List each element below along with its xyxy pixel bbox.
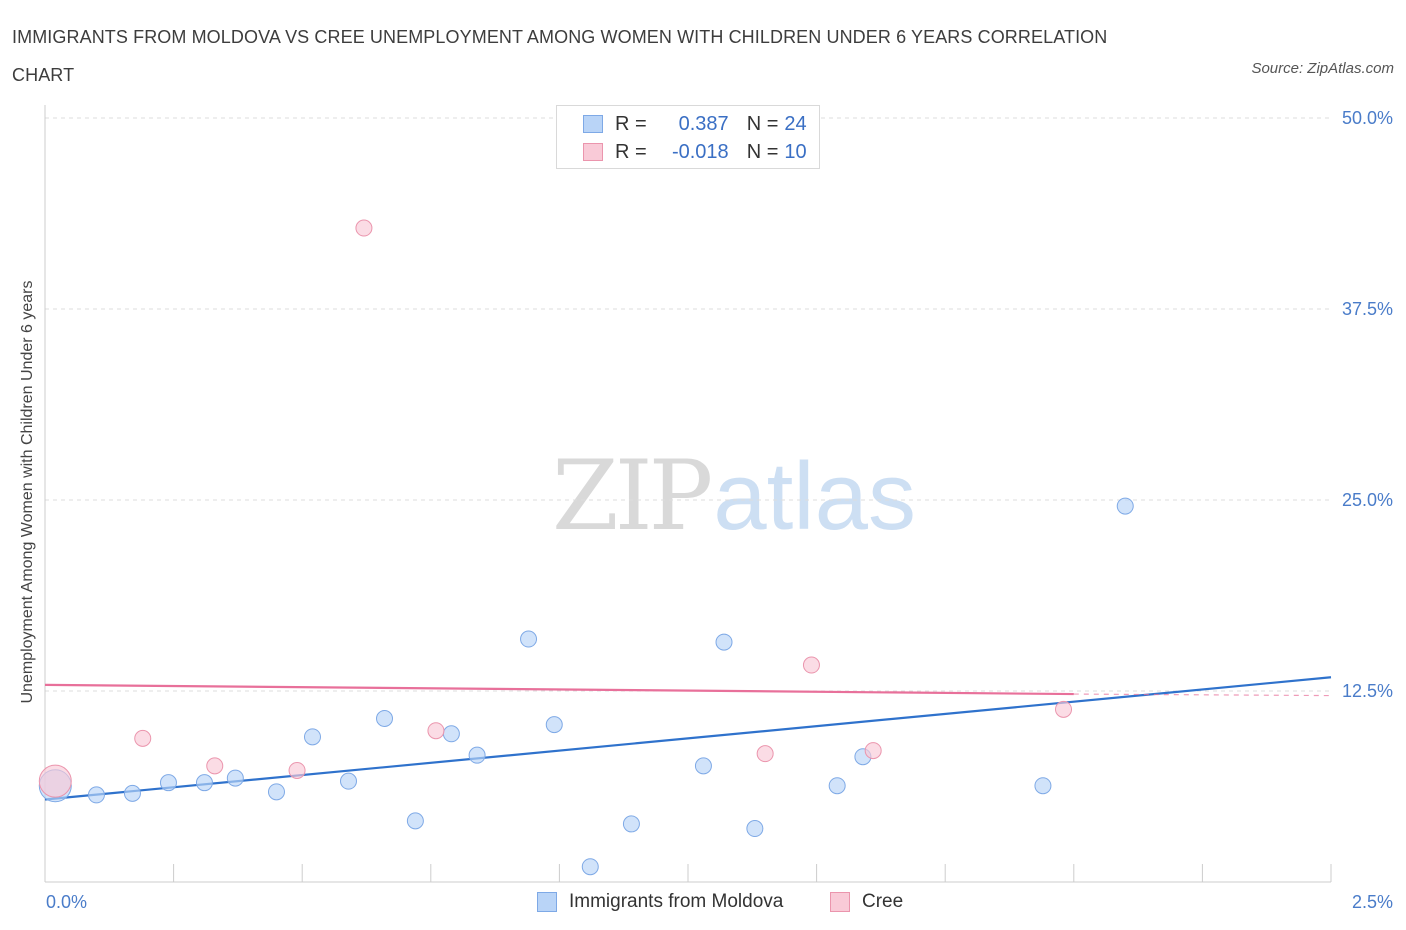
legend-swatch-moldova [583, 115, 603, 133]
cree-point [288, 761, 306, 779]
moldova-point [715, 633, 733, 651]
x-tick-label-min: 0.0% [46, 892, 87, 912]
legend-r-label: R = [615, 140, 647, 163]
bottom-legend-swatch-cree [830, 892, 850, 912]
moldova-point [123, 784, 141, 802]
cree-point [864, 742, 882, 760]
legend-n-label: N = [746, 140, 779, 163]
moldova-trend-line [44, 676, 1332, 801]
legend-r-label: R = [615, 112, 647, 135]
stats-legend: R = 0.387 N = 24 R = -0.018 N = 10 [556, 105, 820, 169]
legend-n-label: N = [746, 112, 779, 135]
legend-row-cree: R = -0.018 N = 10 [583, 139, 807, 165]
moldova-point [1116, 497, 1134, 515]
moldova-point [520, 630, 538, 648]
cree-point [756, 745, 774, 763]
moldova-point [226, 769, 244, 787]
trend-lines [44, 676, 1332, 801]
moldova-point [622, 815, 640, 833]
source-note: Source: ZipAtlas.com [1251, 60, 1394, 77]
moldova-point [468, 746, 486, 764]
moldova-point [87, 786, 105, 804]
moldova-point [406, 812, 424, 830]
tick-labels: 12.5% 25.0% 37.5% 50.0% 0.0% 2.5% [46, 108, 1393, 912]
cree-point [134, 729, 152, 747]
moldova-point [442, 725, 460, 743]
cree-point [427, 722, 445, 740]
moldova-point [267, 783, 285, 801]
y-tick-label: 50.0% [1342, 108, 1393, 128]
legend-n-value: 24 [784, 112, 807, 135]
moldova-point [545, 716, 563, 734]
y-tick-label: 37.5% [1342, 299, 1393, 319]
cree-trend-line [44, 683, 1074, 696]
moldova-point [694, 757, 712, 775]
moldova-point [1034, 777, 1052, 795]
cree-point [802, 656, 820, 674]
cree-point [1055, 700, 1073, 718]
axes [44, 105, 1332, 883]
bottom-legend-cree: Cree [830, 889, 903, 915]
legend-row-moldova: R = 0.387 N = 24 [583, 111, 807, 137]
moldova-point [303, 728, 321, 746]
chart-title: IMMIGRANTS FROM MOLDOVA VS CREE UNEMPLOY… [12, 27, 1108, 85]
moldova-point [376, 710, 394, 728]
data-points [38, 219, 1134, 876]
legend-n-value: 10 [784, 140, 807, 163]
y-tick-label: 25.0% [1342, 490, 1393, 510]
bottom-legend-moldova: Immigrants from Moldova [537, 889, 783, 915]
bottom-legend-swatch-moldova [537, 892, 557, 912]
y-tick-label: 12.5% [1342, 681, 1393, 701]
cree-point [206, 757, 224, 775]
moldova-point [195, 774, 213, 792]
x-tick-label-max: 2.5% [1352, 892, 1393, 912]
bottom-legend-label-moldova: Immigrants from Moldova [569, 891, 784, 912]
moldova-point [339, 772, 357, 790]
cree-point [355, 219, 373, 237]
cree-point [38, 764, 72, 798]
legend-r-value: 0.387 [678, 112, 729, 135]
moldova-point [746, 820, 764, 838]
moldova-point [159, 774, 177, 792]
moldova-point [828, 777, 846, 795]
legend-r-value: -0.018 [671, 140, 729, 163]
grid-lines [45, 117, 1331, 692]
moldova-point [581, 858, 599, 876]
bottom-legend-label-cree: Cree [862, 891, 904, 912]
legend-swatch-cree [583, 143, 603, 161]
cree-trend-extension [1073, 693, 1332, 697]
